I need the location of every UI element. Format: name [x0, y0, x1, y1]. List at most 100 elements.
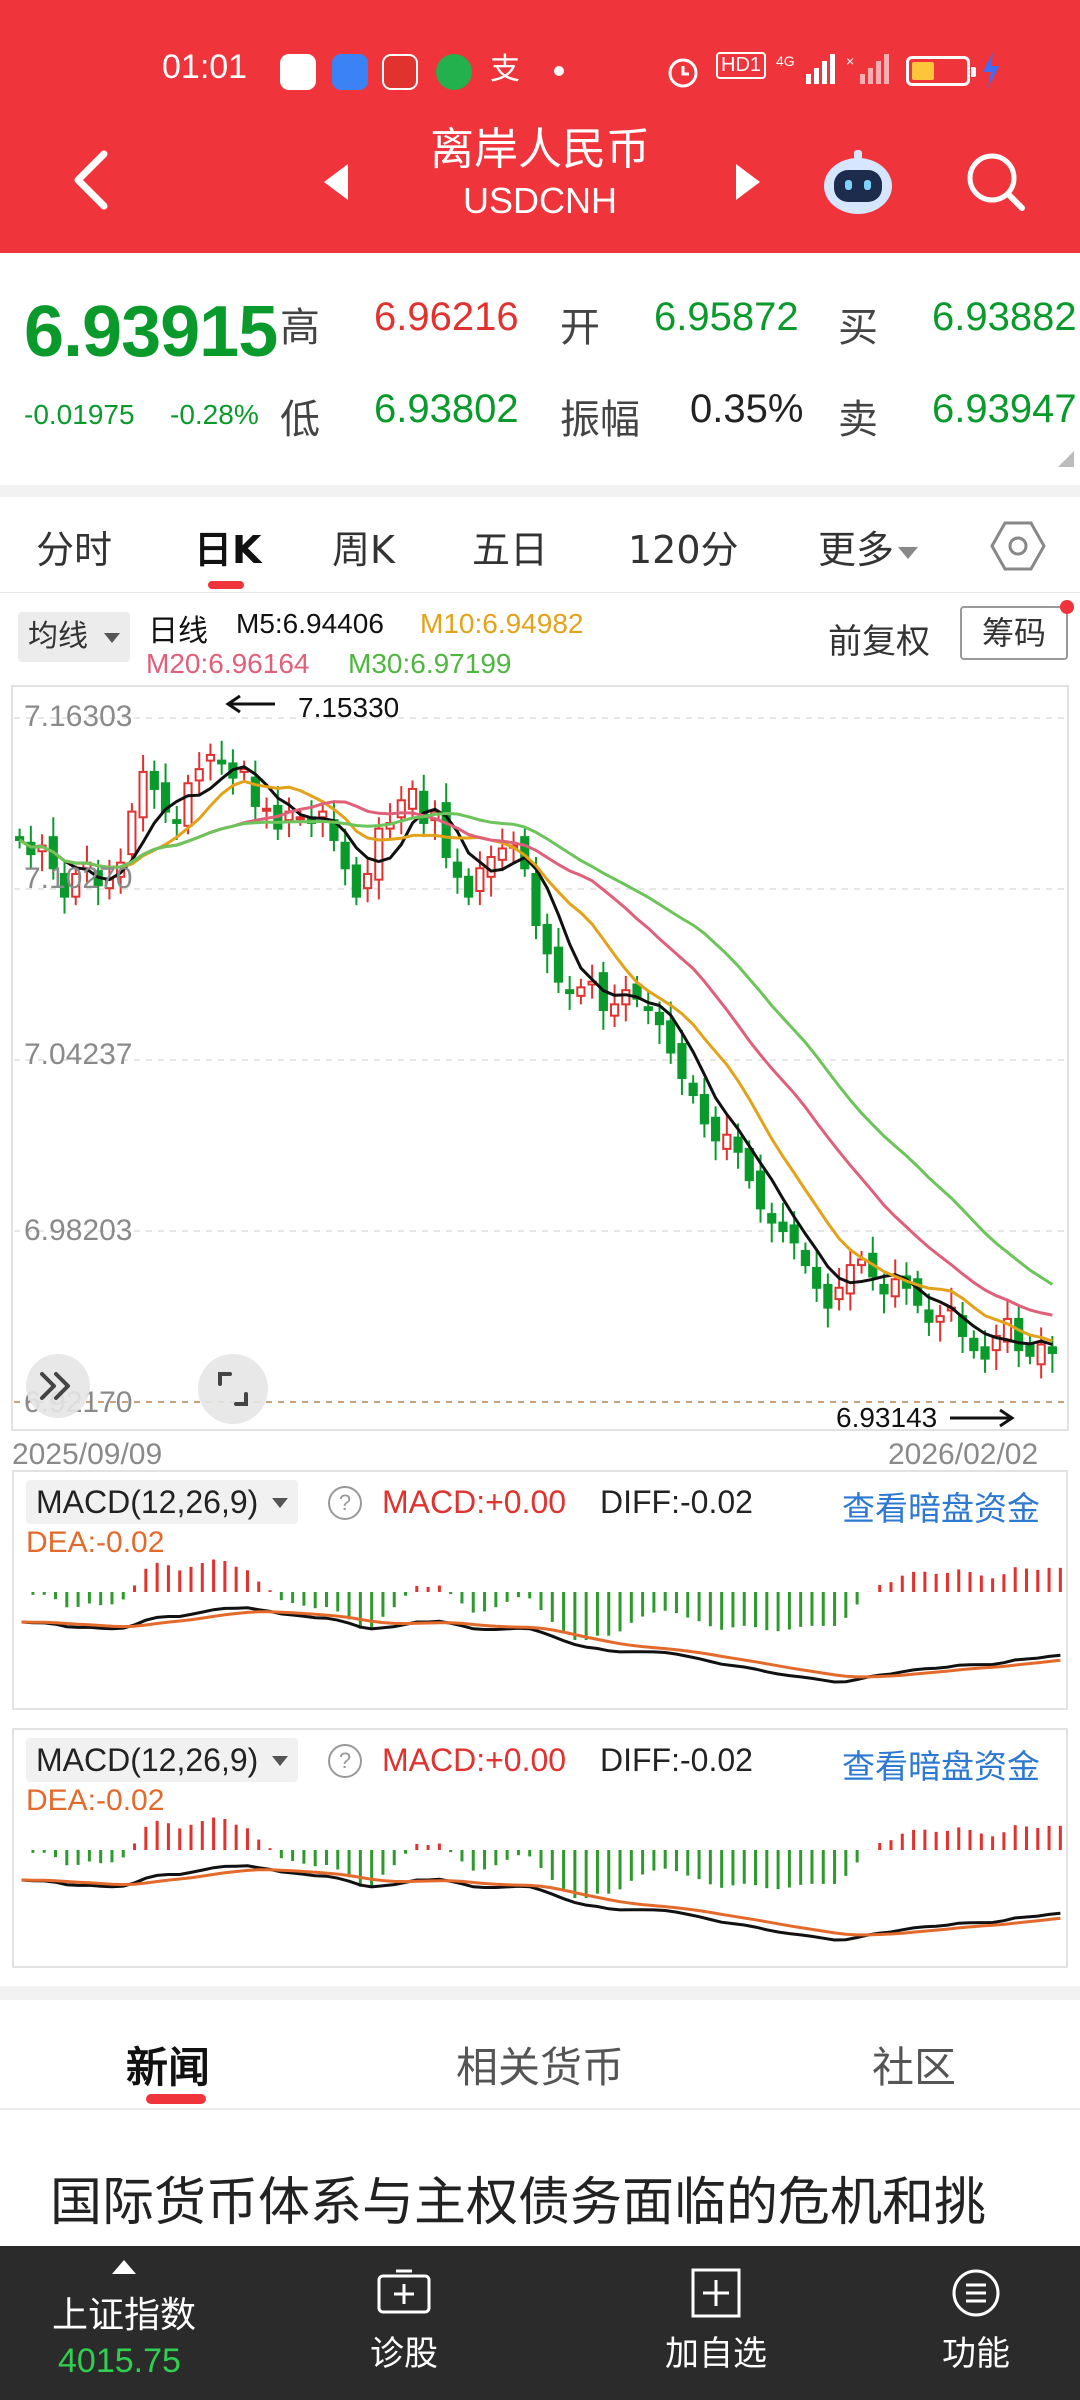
candle-body [980, 1346, 990, 1360]
open-label: 开 [560, 305, 600, 351]
dea-value: DEA:-0.02 [26, 1526, 165, 1559]
macd-indicator-select[interactable]: MACD(12,26,9) [26, 1738, 299, 1782]
expand-up-icon[interactable] [112, 2260, 136, 2274]
back-button[interactable] [60, 140, 130, 220]
tab-five-day[interactable]: 五日 [472, 528, 549, 572]
candle-body [475, 867, 485, 892]
max-arrow [225, 694, 275, 714]
macd-panel[interactable]: MACD(12,26,9) ? MACD:+0.00 DIFF:-0.02 查看… [12, 1728, 1068, 1968]
candle-body [183, 782, 193, 827]
diff-value: DIFF:-0.02 [600, 1742, 753, 1778]
tab-more[interactable]: 更多 [818, 519, 919, 574]
adjustment-label[interactable]: 前复权 [828, 622, 930, 662]
chart-frame [11, 685, 1069, 1431]
chart-settings-icon[interactable] [990, 518, 1046, 574]
macd-title: MACD(12,26,9) [36, 1742, 259, 1778]
candle-body [351, 864, 361, 898]
diagnose-label: 诊股 [370, 2334, 438, 2374]
candle-body [654, 1011, 665, 1026]
expand-quote-corner[interactable] [1058, 451, 1074, 467]
help-icon[interactable]: ? [328, 1486, 362, 1520]
candle-body [464, 875, 474, 898]
fullscreen-icon[interactable] [198, 1354, 268, 1424]
prev-symbol-button[interactable] [318, 160, 354, 204]
symbol-name: 离岸人民币 [430, 124, 650, 175]
tab-community[interactable]: 社区 [872, 2043, 957, 2092]
index-name[interactable]: 上证指数 [52, 2295, 197, 2336]
robot-assistant-icon[interactable] [820, 144, 896, 220]
candle-body [744, 1147, 754, 1182]
candle-body [1025, 1343, 1035, 1357]
dea-line [21, 1868, 1061, 1937]
candle-body [688, 1082, 698, 1097]
kline-chart[interactable] [0, 684, 1080, 1434]
candle-body [890, 1278, 900, 1298]
tab-120min[interactable]: 120分 [628, 528, 739, 572]
candle-body [800, 1249, 811, 1267]
candle-body [486, 855, 496, 878]
ma20-label: M20:6.96164 [146, 648, 310, 679]
price-change: -0.01975 [24, 399, 135, 430]
min-price-annotation: 6.93143 [836, 1402, 938, 1433]
add-watchlist-button[interactable]: 加自选 [646, 2268, 786, 2375]
svg-text:4G: 4G [776, 53, 795, 69]
candle-body [834, 1286, 844, 1301]
diff-line [21, 1606, 1061, 1684]
candle-body [261, 807, 272, 812]
candle-body [699, 1094, 709, 1125]
quote-panel: 6.93915 -0.01975 -0.28% 高 6.96216 低 6.93… [0, 253, 1080, 497]
candle-body [407, 787, 418, 810]
candle-body [497, 847, 507, 861]
help-icon[interactable]: ? [328, 1744, 362, 1778]
dark-pool-link[interactable]: 查看暗盘资金 [842, 1489, 1040, 1528]
news-headline[interactable]: 国际货币体系与主权债务面临的危机和挑 [50, 2173, 987, 2233]
tab-news[interactable]: 新闻 [126, 2043, 211, 2092]
battery-icon [906, 56, 976, 86]
macd-panel[interactable]: MACD(12,26,9) ? MACD:+0.00 DIFF:-0.02 查看… [12, 1470, 1068, 1710]
start-date-label: 2025/09/09 [12, 1438, 163, 1471]
ma-select[interactable]: 均线 [18, 612, 130, 662]
candle-body [419, 790, 429, 824]
dea-value: DEA:-0.02 [26, 1784, 165, 1817]
tab-more-label: 更多 [818, 528, 895, 572]
functions-button[interactable]: 功能 [906, 2268, 1046, 2375]
macd-indicator-select[interactable]: MACD(12,26,9) [26, 1480, 299, 1524]
hd-icon: HD1 [716, 52, 767, 79]
low-label: 低 [280, 397, 320, 443]
menu-icon [952, 2269, 1000, 2317]
candle-body [823, 1283, 833, 1309]
macd-value: MACD:+0.00 [382, 1742, 567, 1778]
search-icon[interactable] [960, 146, 1030, 216]
candle-body [1047, 1346, 1057, 1354]
chip-distribution-button[interactable]: 筹码 [960, 606, 1068, 660]
symbol-title: 离岸人民币 USDCNH [340, 122, 740, 224]
diagnose-stock-button[interactable]: 诊股 [334, 2268, 474, 2375]
tab-weekly-k[interactable]: 周K [332, 528, 395, 572]
macd-value: MACD:+0.00 [382, 1484, 567, 1520]
app-notification-icon [332, 54, 368, 90]
add-watchlist-label: 加自选 [665, 2334, 767, 2374]
app-notification-icon: 支 [490, 53, 520, 86]
dark-pool-link[interactable]: 查看暗盘资金 [842, 1747, 1040, 1786]
candle-body [924, 1309, 934, 1323]
candle-body [812, 1266, 822, 1289]
app-notification-icon [436, 54, 472, 90]
candle-body [217, 759, 227, 765]
amplitude-value: 0.35% [690, 387, 804, 431]
high-value: 6.96216 [374, 295, 519, 339]
expand-icon[interactable] [26, 1354, 90, 1418]
candle-body [15, 836, 25, 841]
signal-icon: 4G [776, 53, 835, 84]
open-value: 6.95872 [654, 295, 799, 339]
tab-related-currency[interactable]: 相关货币 [456, 2043, 625, 2092]
candle-body [576, 986, 586, 997]
status-time: 01:01 [162, 48, 248, 86]
notification-dot [554, 66, 564, 76]
tab-daily-k[interactable]: 日K [194, 528, 262, 572]
tab-active-indicator [208, 581, 244, 589]
next-symbol-button[interactable] [730, 160, 766, 204]
high-label: 高 [280, 305, 320, 351]
tab-intraday[interactable]: 分时 [36, 528, 113, 572]
candle-body [194, 768, 204, 782]
ask-value: 6.93947 [932, 387, 1077, 431]
